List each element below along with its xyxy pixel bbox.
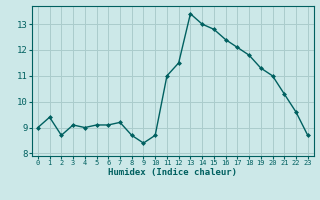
X-axis label: Humidex (Indice chaleur): Humidex (Indice chaleur): [108, 168, 237, 177]
